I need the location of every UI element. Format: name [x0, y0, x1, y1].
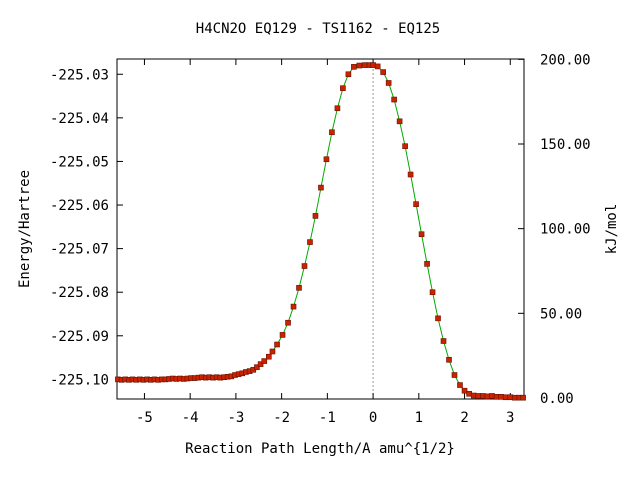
data-point: [457, 382, 463, 388]
data-point: [451, 372, 458, 378]
data-point: [269, 348, 276, 355]
data-point: [413, 201, 419, 207]
data-point: [307, 239, 313, 245]
y-tick-label: -225.03: [50, 67, 109, 83]
data-point: [329, 129, 335, 136]
y-tick-label: -225.04: [50, 111, 109, 127]
data-point: [391, 96, 397, 103]
plot-frame: [116, 58, 525, 400]
data-point: [374, 63, 381, 70]
data-point: [493, 394, 500, 400]
data-point: [461, 387, 468, 394]
data-point: [345, 71, 352, 78]
data-point: [257, 361, 264, 367]
data-point: [290, 303, 297, 310]
series-line: [117, 64, 524, 399]
data-point: [396, 118, 403, 125]
data-point: [318, 184, 324, 191]
y2-tick-label: 0.00: [540, 391, 574, 407]
data-point: [407, 171, 414, 178]
data-point: [274, 341, 280, 348]
data-point: [480, 393, 486, 399]
data-point: [385, 80, 392, 86]
x-tick-label: -3: [227, 410, 244, 426]
data-point: [440, 338, 447, 344]
data-point: [370, 62, 376, 68]
data-point: [498, 394, 504, 400]
x-tick-label: 1: [415, 410, 423, 426]
y2-tick-label: 50.00: [540, 306, 582, 322]
data-point: [435, 315, 441, 322]
data-point: [512, 394, 518, 401]
y-axis-label: Energy/Hartree: [17, 170, 33, 288]
chart-title: H4CN2O EQ129 - TS1162 - EQ125: [196, 21, 440, 37]
data-point: [266, 353, 272, 360]
x-axis-label: Reaction Path Length/A amu^{1/2}: [185, 441, 455, 457]
data-point: [402, 143, 408, 149]
y-tick-label: -225.07: [50, 242, 109, 258]
y-tick-label: -225.10: [50, 372, 109, 388]
x-tick-label: -1: [319, 410, 336, 426]
x-tick-label: 2: [460, 410, 468, 426]
y-tick-label: -225.06: [50, 198, 109, 214]
data-point: [502, 394, 509, 401]
x-tick-label: -5: [136, 410, 153, 426]
data-point: [489, 393, 495, 399]
data-point: [466, 390, 472, 397]
data-point: [296, 285, 302, 291]
data-point: [312, 213, 319, 219]
data-point: [285, 319, 291, 326]
y2-tick-label: 200.00: [540, 52, 591, 68]
data-point: [301, 263, 308, 269]
data-point: [279, 332, 286, 338]
y2-tick-label: 100.00: [540, 222, 591, 238]
y2-tick-label: 150.00: [540, 137, 591, 153]
data-point: [446, 356, 452, 363]
x-tick-label: 0: [369, 410, 377, 426]
data-point: [475, 393, 482, 399]
data-point: [254, 364, 260, 370]
y-tick-label: -225.09: [50, 329, 109, 345]
data-point: [351, 64, 357, 70]
y-tick-label: -225.05: [50, 154, 109, 170]
data-point: [323, 156, 330, 163]
data-point: [362, 62, 368, 68]
data-point: [470, 392, 477, 399]
data-point: [334, 105, 341, 112]
data-point: [356, 62, 363, 69]
x-tick-label: 3: [506, 410, 514, 426]
data-point: [424, 261, 430, 267]
data-point: [380, 69, 386, 75]
data-point: [520, 394, 526, 401]
x-tick-label: -2: [273, 410, 290, 426]
data-point: [261, 358, 268, 364]
plot-area: -5 -4 -3 -2 -1 0 1 2 3 -225.03 -225.04 -225.05 -225.…: [50, 52, 591, 426]
data-point: [418, 231, 425, 238]
data-point: [507, 394, 514, 401]
data-point: [340, 85, 346, 92]
x-tick-label: -4: [182, 410, 199, 426]
y2-axis-label: kJ/mol: [604, 204, 620, 255]
y-tick-label: -225.08: [50, 285, 109, 301]
data-point: [429, 289, 436, 296]
data-point: [484, 393, 491, 400]
